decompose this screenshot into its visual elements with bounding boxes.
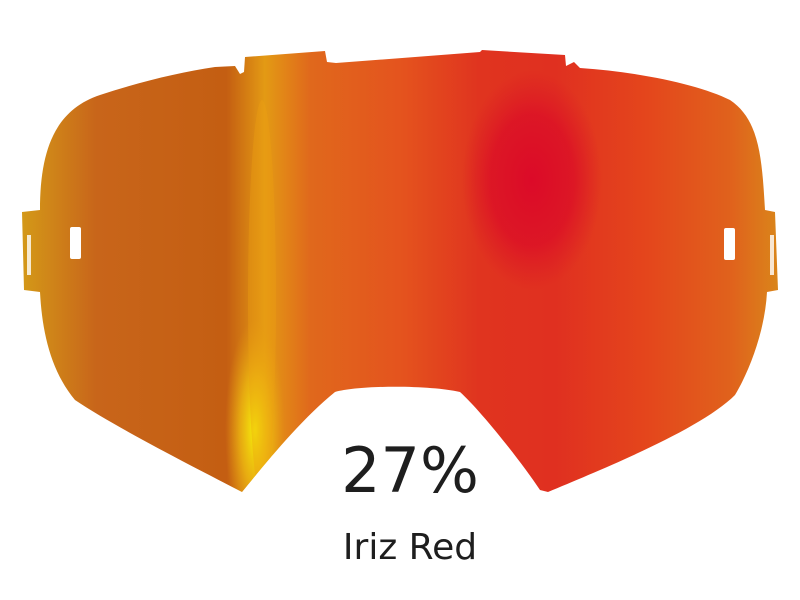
- right-slot: [724, 228, 735, 260]
- lens-name: Iriz Red: [342, 527, 478, 568]
- left-slot: [70, 227, 81, 259]
- tint-percentage: 27%: [341, 434, 479, 507]
